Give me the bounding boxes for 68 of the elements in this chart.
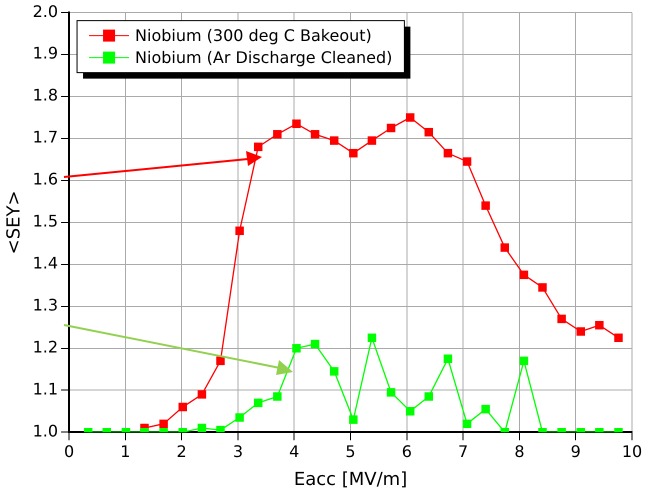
x-tick-label: 5 — [345, 442, 356, 461]
point — [481, 404, 490, 414]
point — [159, 420, 168, 428]
point — [368, 334, 376, 342]
point — [406, 406, 414, 416]
x-tick-label: 0 — [64, 442, 74, 461]
y-tick-label: 1.2 — [32, 337, 58, 356]
point — [235, 226, 244, 236]
point — [614, 334, 623, 342]
point — [500, 243, 510, 252]
y-tick-label: 1.1 — [32, 379, 58, 398]
x-tick-label: 2 — [176, 442, 187, 461]
point — [424, 392, 434, 401]
x-tick-label: 3 — [232, 442, 244, 461]
point — [235, 413, 244, 422]
y-tick-label: 1.3 — [32, 295, 58, 314]
point — [481, 201, 490, 210]
point — [273, 392, 282, 401]
point — [349, 415, 358, 424]
x-tick-label: 10 — [622, 442, 642, 461]
y-tick-label: 1.6 — [32, 170, 58, 189]
point — [368, 136, 376, 145]
point — [310, 340, 320, 348]
point — [406, 113, 414, 122]
point — [386, 388, 396, 397]
point — [424, 128, 434, 136]
y-tick-label: 1.5 — [32, 212, 58, 231]
point — [386, 124, 396, 132]
point — [520, 270, 528, 280]
point — [254, 398, 262, 408]
point — [273, 130, 282, 139]
x-tick-label: 8 — [514, 442, 525, 461]
point — [216, 426, 225, 432]
point — [595, 320, 604, 330]
point — [349, 148, 358, 158]
y-tick-label: 1.0 — [32, 421, 58, 440]
point — [198, 424, 206, 432]
y-axis-title: <SEY> — [3, 190, 24, 254]
y-tick-label: 1.9 — [32, 44, 58, 63]
point — [292, 344, 301, 353]
legend-label: Niobium (300 deg C Bakeout) — [135, 26, 372, 45]
point — [292, 120, 301, 128]
y-tick-label: 2.0 — [32, 2, 58, 21]
x-tick-label: 6 — [402, 442, 412, 461]
point — [444, 148, 452, 158]
point — [254, 142, 262, 152]
point — [216, 356, 225, 366]
y-tick-label: 1.4 — [32, 254, 58, 273]
x-tick-label: 1 — [120, 442, 130, 461]
point — [444, 354, 452, 364]
point — [178, 402, 188, 412]
point — [538, 283, 547, 292]
point — [198, 390, 206, 399]
legend-label: Niobium (Ar Discharge Cleaned) — [135, 48, 392, 67]
x-axis-title: Eacc [MV/m] — [294, 468, 408, 490]
y-tick-label: 1.8 — [32, 86, 58, 105]
x-tick-label: 9 — [570, 442, 581, 461]
point — [310, 130, 320, 139]
x-tick-label: 7 — [458, 442, 468, 461]
point — [462, 420, 472, 428]
point — [330, 136, 338, 145]
x-tick-label: 4 — [289, 442, 300, 461]
point — [576, 327, 586, 336]
point — [330, 367, 338, 376]
point — [557, 314, 566, 324]
y-tick-label: 1.7 — [32, 128, 58, 147]
point — [462, 157, 472, 166]
point — [520, 356, 528, 366]
